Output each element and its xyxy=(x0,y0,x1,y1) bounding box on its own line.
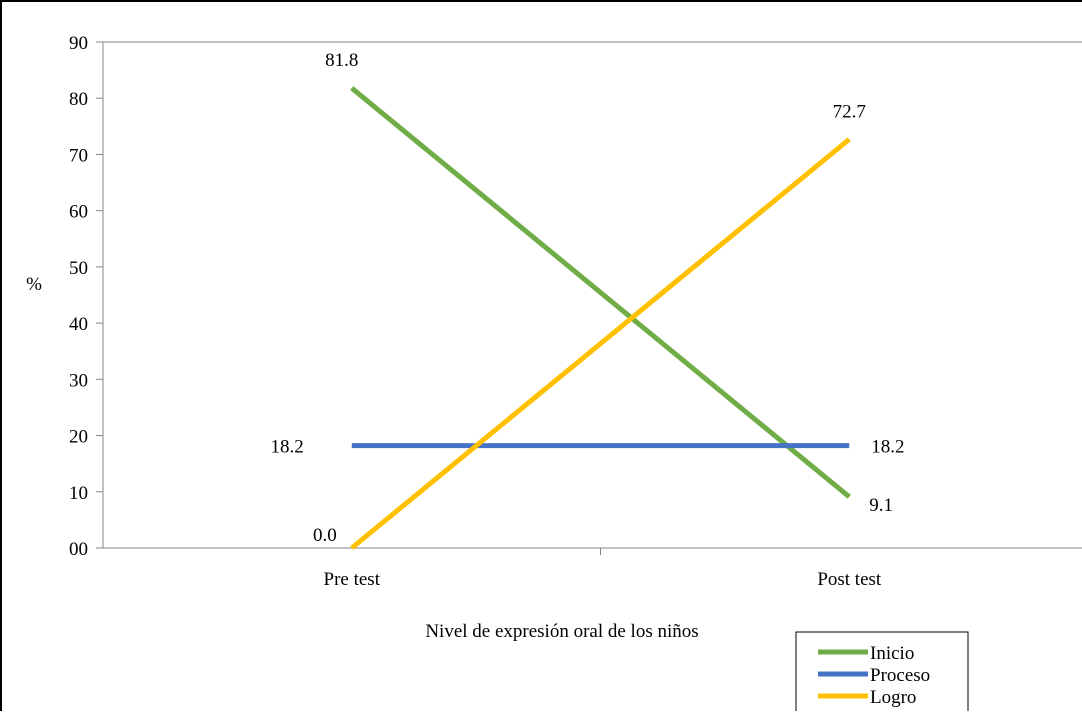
x-axis-title: Nivel de expresión oral de los niños xyxy=(425,621,698,642)
y-tick-label: 40 xyxy=(69,314,88,335)
legend-label-logro: Logro xyxy=(870,687,916,708)
series-line-logro xyxy=(350,137,851,550)
y-axis-title: % xyxy=(26,274,42,295)
data-label-logro: 72.7 xyxy=(833,101,866,122)
x-tick-label: Pre test xyxy=(324,569,381,590)
y-tick-label: 90 xyxy=(69,33,88,54)
data-label-inicio: 81.8 xyxy=(325,50,358,71)
legend-label-proceso: Proceso xyxy=(870,665,930,686)
data-label-logro: 0.0 xyxy=(313,525,337,546)
legend-label-inicio: Inicio xyxy=(870,643,914,664)
x-axis: Pre test Post test xyxy=(103,547,1082,590)
y-tick-label: 30 xyxy=(69,370,88,391)
series-line-inicio xyxy=(350,86,851,499)
plot-area xyxy=(102,41,1082,549)
y-tick-label: 60 xyxy=(69,202,88,223)
series-layer xyxy=(350,86,851,550)
data-label-proceso: 18.2 xyxy=(871,437,904,458)
data-label-inicio: 9.1 xyxy=(869,495,893,516)
y-tick-label: 00 xyxy=(69,539,88,560)
data-labels: 81.8 9.1 18.2 18.2 0.0 72.7 xyxy=(271,50,905,546)
y-tick-label: 20 xyxy=(69,427,88,448)
y-tick-label: 80 xyxy=(69,89,88,110)
y-tick-label: 70 xyxy=(69,145,88,166)
y-axis: 00 10 20 30 40 50 60 70 80 90 xyxy=(69,33,104,560)
data-label-proceso: 18.2 xyxy=(271,437,304,458)
y-tick-label: 10 xyxy=(69,483,88,504)
y-tick-label: 50 xyxy=(69,258,88,279)
x-tick-label: Post test xyxy=(817,569,882,590)
